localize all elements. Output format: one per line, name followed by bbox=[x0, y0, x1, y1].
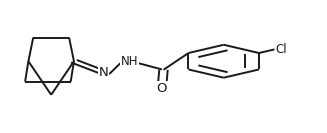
Text: O: O bbox=[157, 82, 167, 95]
Text: N: N bbox=[98, 66, 108, 79]
Text: Cl: Cl bbox=[275, 43, 287, 56]
Text: NH: NH bbox=[121, 55, 138, 68]
